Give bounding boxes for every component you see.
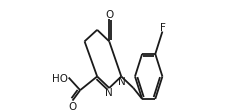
Text: F: F (160, 23, 166, 33)
Text: N: N (105, 88, 113, 97)
Text: O: O (105, 10, 113, 20)
Text: O: O (68, 101, 77, 111)
Text: HO: HO (52, 73, 68, 83)
Text: N: N (118, 76, 126, 86)
